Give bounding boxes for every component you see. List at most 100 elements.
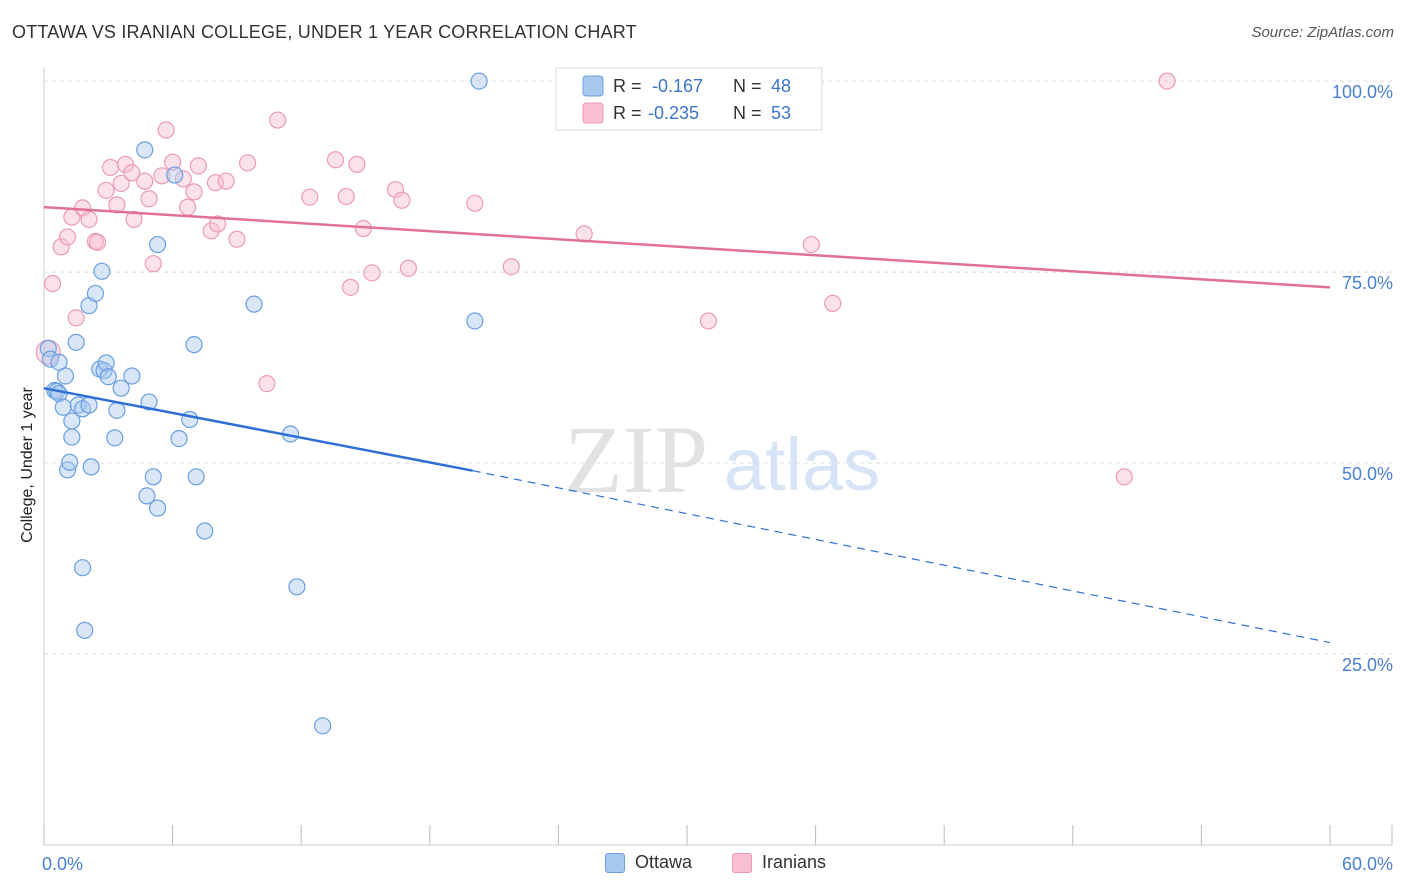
iranians-point [101,158,120,177]
iranians-point [153,167,171,185]
iranians-point [144,255,162,273]
iranians-point [269,111,287,129]
axes [43,68,1393,846]
ottawa-point [39,339,57,358]
iranians-point [58,228,77,246]
iranians-point [88,233,107,251]
legend-bottom: Ottawa Iranians [0,852,1406,878]
watermark-zip: ZIP [564,406,708,513]
ottawa-point [67,333,85,351]
iranians-point [67,309,85,327]
iranians-point [206,174,225,192]
iranians-point [179,198,197,216]
legend-n-label: N = [733,103,762,123]
iranians-points [35,72,1176,486]
iranians-point [393,191,411,209]
ottawa-point [185,336,203,354]
iranians-point [399,259,417,277]
iranians-point [209,215,227,233]
iranians-point [301,188,319,206]
ottawa-point [136,141,154,159]
legend-n-value: 53 [771,103,791,123]
legend-n-label: N = [733,76,762,96]
ottawa-point [76,621,94,639]
iranians-point [80,210,98,228]
legend-label-ottawa: Ottawa [635,852,693,872]
iranians-point [185,183,203,201]
ottawa-point [187,468,205,486]
iranians-point [502,258,520,276]
x-tick-label: 60.0% [1342,854,1393,874]
ottawa-point [97,354,115,372]
y-tick-label: 25.0% [1342,655,1393,675]
iranians-point [125,210,143,228]
legend-r-label: R = [613,103,642,123]
ottawa-point [99,368,117,386]
watermark: ZIP atlas [564,406,880,513]
iranians-point [52,238,70,256]
iranians-point [802,235,820,254]
iranians-point [341,278,360,296]
iranians-point [258,375,276,393]
iranians-trendline [43,205,1331,289]
ottawa-point [288,578,306,596]
ottawa-point [170,430,188,448]
ottawa-point [314,717,332,735]
y-tick-label: 75.0% [1342,273,1393,293]
ottawa-point [112,379,130,397]
iranians-point [164,153,182,171]
iranians-point [1115,468,1133,486]
iranians-point [97,181,115,199]
ottawa-point [108,401,126,419]
chart-title: OTTAWA VS IRANIAN COLLEGE, UNDER 1 YEAR … [12,22,637,42]
tick-labels: 25.0% 50.0% 75.0% 100.0% 0.0% 60.0% [42,82,1393,874]
ottawa-point [166,166,184,184]
legend-label-iranians: Iranians [762,852,827,872]
iranians-point [217,172,235,190]
iranians-point [239,154,257,172]
ottawa-points [39,72,488,735]
iranians-point [824,294,842,312]
ottawa-point [63,428,81,446]
iranians-point [1158,72,1176,90]
iranians-point [189,157,207,175]
legend-swatch-ottawa [582,75,604,97]
ottawa-point [148,235,167,254]
legend-swatch-iranians [732,852,752,873]
y-tick-label: 50.0% [1342,464,1393,484]
ottawa-point [63,412,81,430]
iranians-point [386,180,405,199]
legend-n-value: 48 [771,76,791,96]
legend-swatch-ottawa [605,852,625,873]
ottawa-trendline-extension [472,470,1331,644]
iranians-point [43,274,62,293]
iranians-point [157,121,175,139]
trend-lines [43,205,1331,644]
ottawa-point [54,398,72,416]
iranians-point [348,155,366,173]
iranians-point [112,174,130,193]
source-credit: Source: ZipAtlas.com [1251,24,1394,41]
ottawa-point [123,367,141,385]
ottawa-point [196,522,214,540]
legend-item-iranians[interactable]: Iranians [732,852,826,873]
iranians-point [123,164,141,182]
iranians-point [136,172,154,190]
ottawa-point [82,458,100,476]
iranians-point [699,312,718,330]
x-tick-label: 0.0% [42,854,83,874]
ottawa-point [148,499,167,517]
grid-lines [44,80,1392,655]
iranians-point [326,151,345,169]
legend-r-value: -0.167 [652,76,703,96]
iranians-point [337,187,355,206]
ottawa-point [140,393,158,411]
ottawa-point [470,72,488,90]
legend-top: R = -0.167 N = 48 R = -0.235 N = 53 [555,67,823,131]
iranians-point [466,194,484,212]
legend-item-ottawa[interactable]: Ottawa [605,852,692,873]
ottawa-point [106,429,124,447]
ottawa-point [144,468,162,486]
iranians-point [363,264,381,282]
